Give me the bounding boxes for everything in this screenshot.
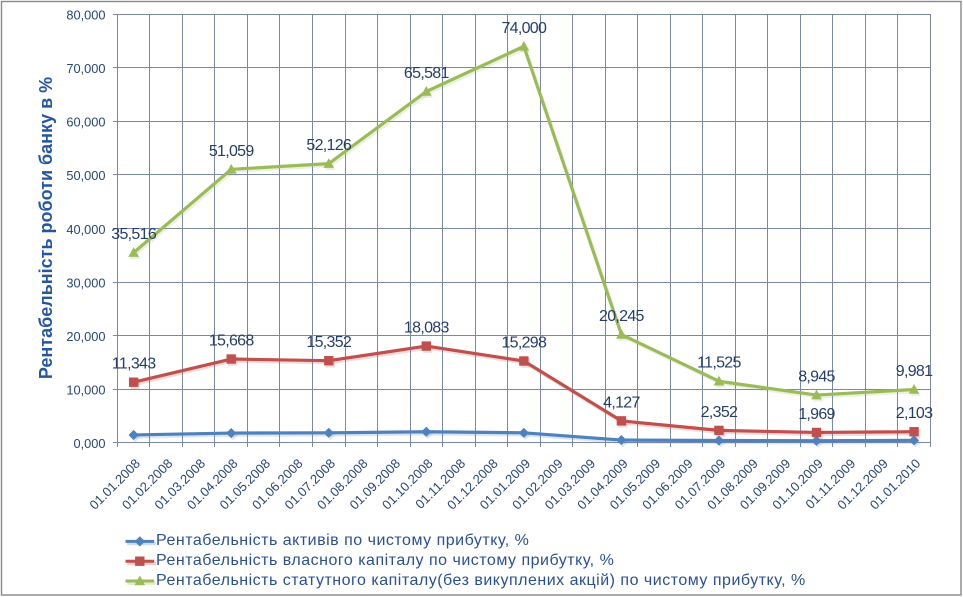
svg-text:2,352: 2,352 xyxy=(701,404,738,421)
svg-text:0,000: 0,000 xyxy=(73,436,105,451)
svg-text:11,343: 11,343 xyxy=(112,356,156,373)
svg-text:20,245: 20,245 xyxy=(599,308,645,325)
svg-text:51,059: 51,059 xyxy=(209,143,255,160)
svg-text:35,516: 35,516 xyxy=(111,226,157,243)
svg-text:50,000: 50,000 xyxy=(66,168,105,183)
svg-text:1,969: 1,969 xyxy=(798,406,835,423)
svg-text:11,525: 11,525 xyxy=(697,355,741,372)
svg-text:8,945: 8,945 xyxy=(798,369,835,386)
svg-text:74,000: 74,000 xyxy=(501,20,547,37)
svg-text:15,668: 15,668 xyxy=(209,333,255,350)
svg-text:9,981: 9,981 xyxy=(896,363,933,380)
svg-text:Рентабельність власного капіта: Рентабельність власного капіталу по чист… xyxy=(156,552,614,569)
svg-text:70,000: 70,000 xyxy=(66,61,105,76)
svg-text:4,127: 4,127 xyxy=(603,394,640,411)
svg-text:10,000: 10,000 xyxy=(66,383,105,398)
svg-text:2,103: 2,103 xyxy=(896,405,933,422)
svg-text:Рентабельність активів по чист: Рентабельність активів по чистому прибут… xyxy=(156,532,529,549)
svg-text:80,000: 80,000 xyxy=(66,7,105,22)
svg-text:18,083: 18,083 xyxy=(404,320,450,337)
svg-text:60,000: 60,000 xyxy=(66,115,105,130)
svg-text:15,352: 15,352 xyxy=(306,334,352,351)
svg-text:Рентабельність роботи банку в: Рентабельність роботи банку в % xyxy=(36,77,56,379)
svg-text:30,000: 30,000 xyxy=(66,275,105,290)
svg-text:65,581: 65,581 xyxy=(404,65,450,82)
svg-text:40,000: 40,000 xyxy=(66,222,105,237)
svg-text:20,000: 20,000 xyxy=(66,329,105,344)
svg-text:52,126: 52,126 xyxy=(306,137,352,154)
svg-text:15,298: 15,298 xyxy=(501,335,547,352)
svg-text:Рентабельність статутного капі: Рентабельність статутного капіталу(без в… xyxy=(156,572,806,589)
